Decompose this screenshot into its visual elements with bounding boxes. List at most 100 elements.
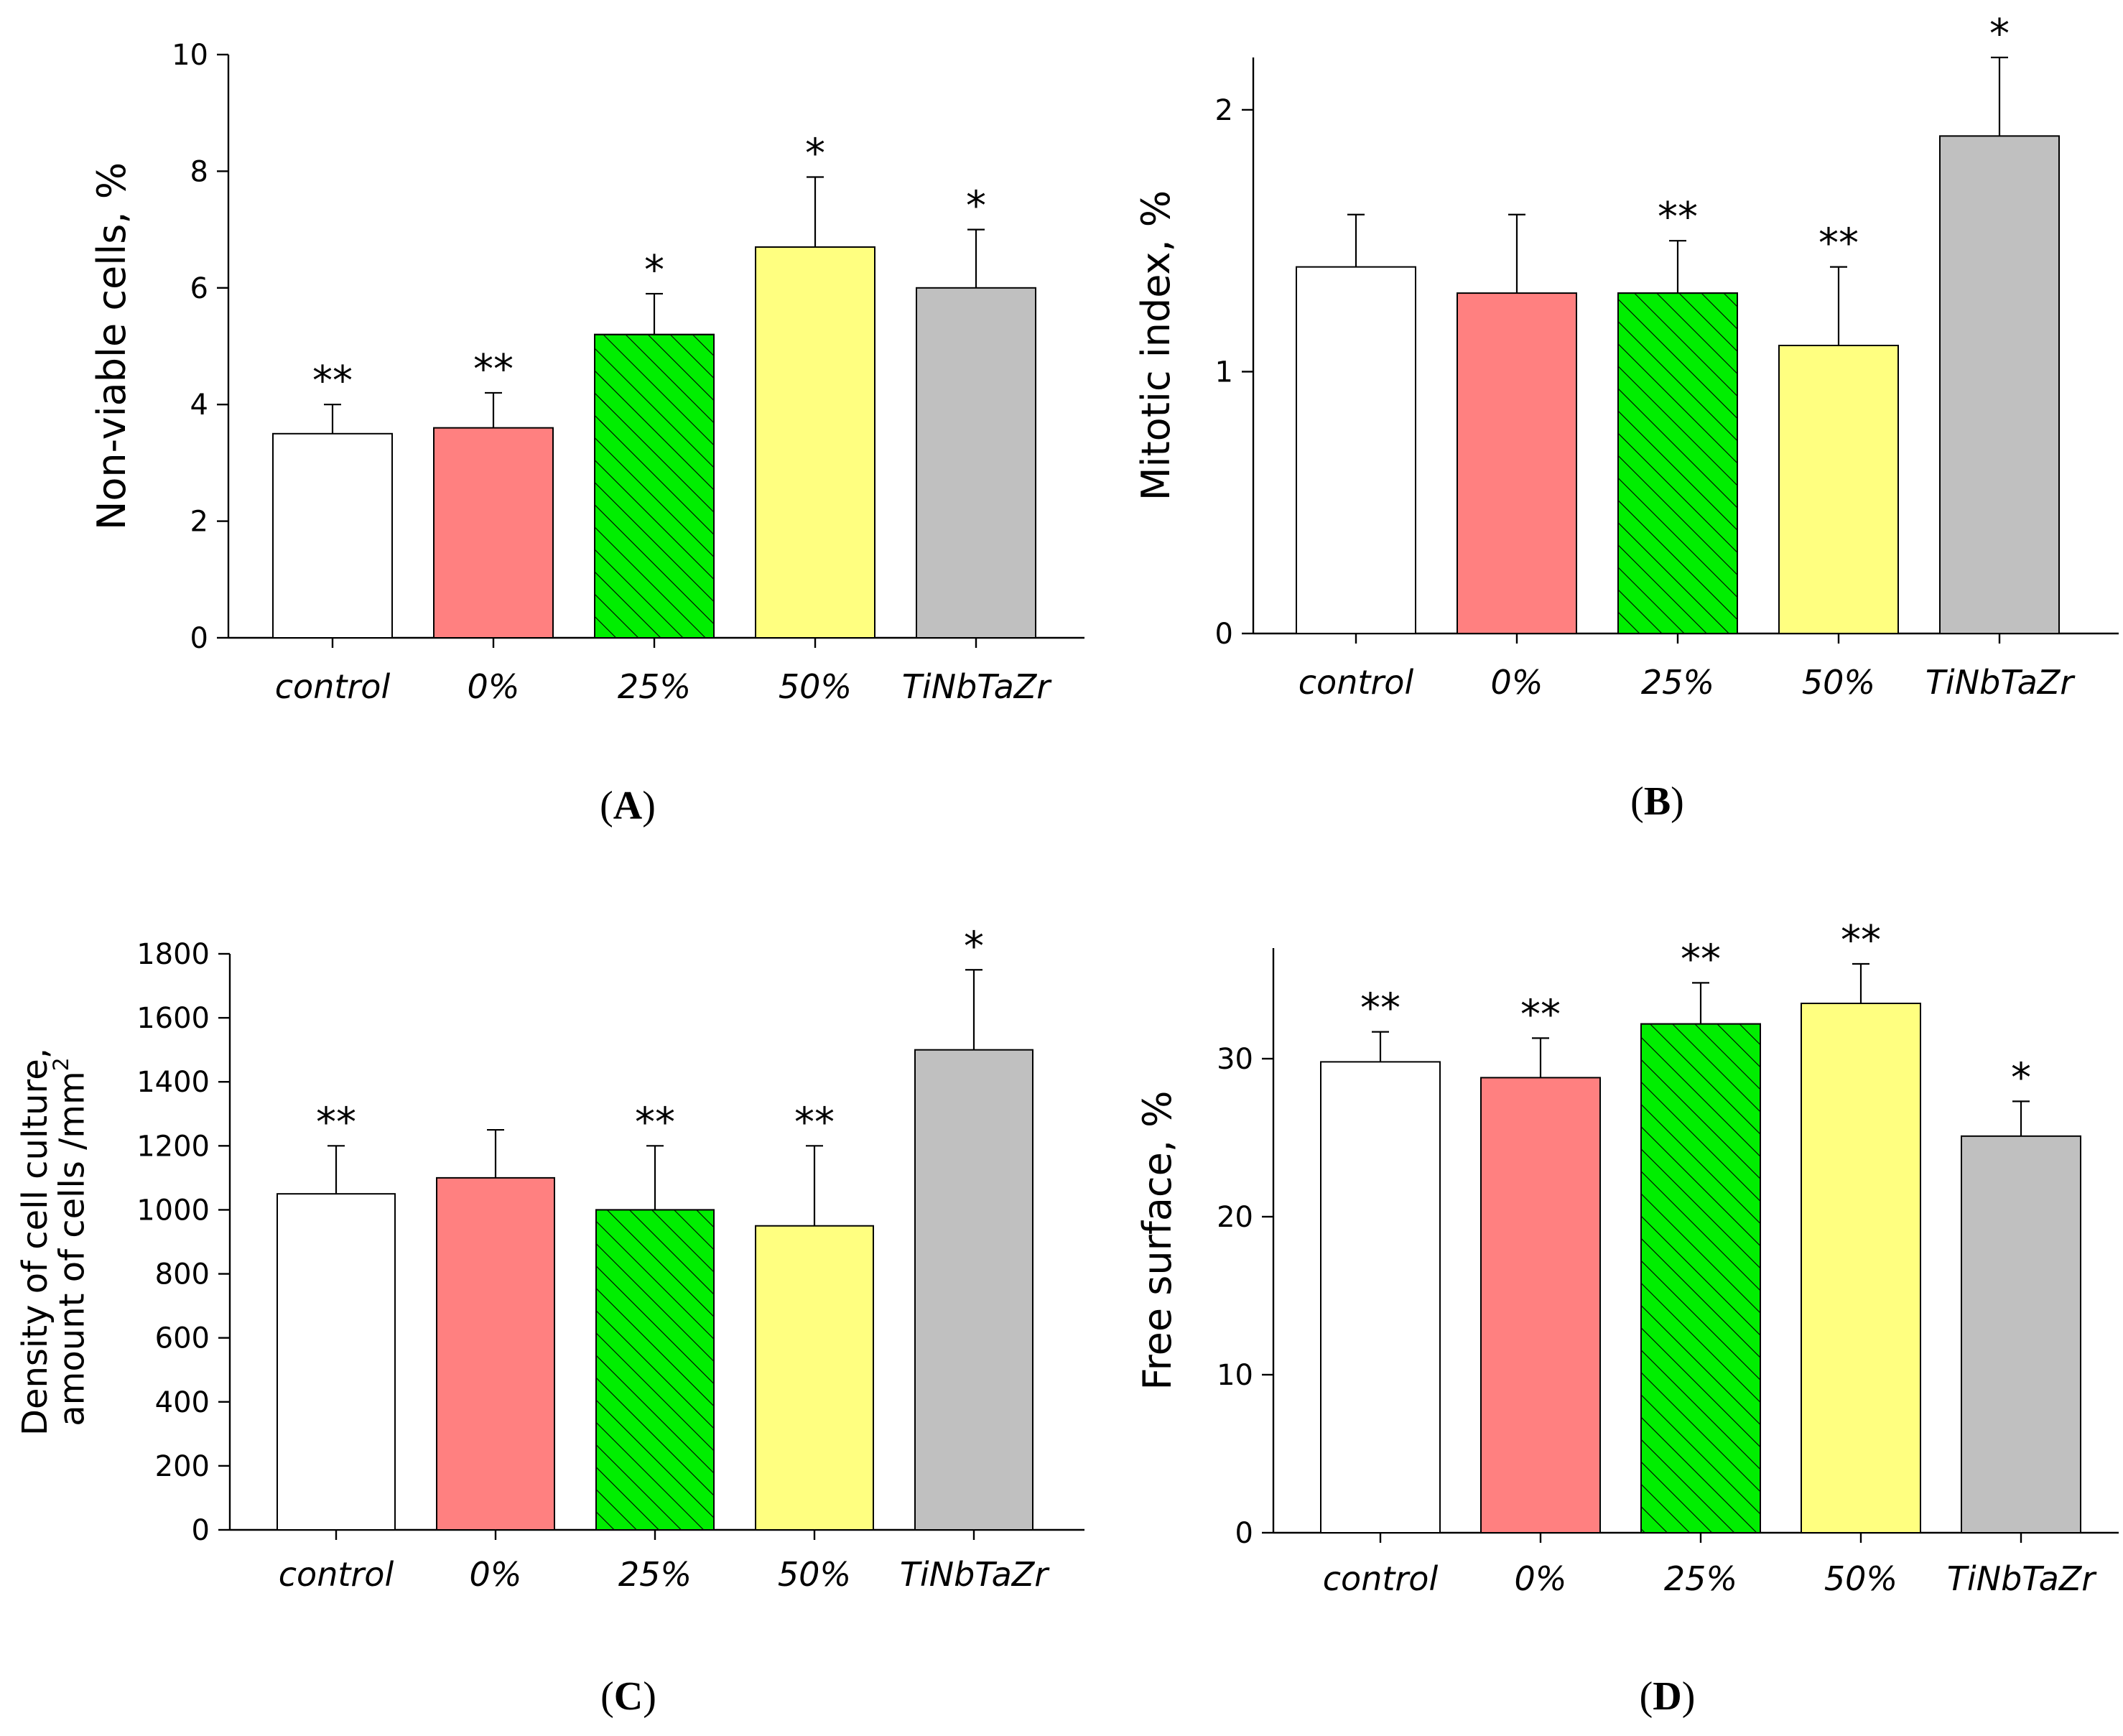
significance-marker: * — [964, 923, 984, 970]
x-category-label: control — [275, 667, 391, 706]
significance-marker: ** — [1681, 936, 1721, 983]
panel-label-close-paren: ) — [1682, 1674, 1696, 1719]
bar-tinbtazr — [916, 287, 1036, 639]
bar-tinbtazr — [914, 1049, 1033, 1531]
chart-panel-d: 0 10 20 30 control ** 0% ** 25% ** 50% ** TiNbTaZr * F… — [1135, 917, 2119, 1719]
panel-label-letter: A — [613, 784, 643, 828]
y-tick-label: 1600 — [136, 1002, 210, 1035]
chart-panel-c: 0 200 400 600 800 1000 1200 1400 1600 1800 control… — [15, 923, 1084, 1719]
x-category-label: 0% — [1515, 1559, 1567, 1598]
y-axis-title: Mitotic index, % — [1133, 190, 1179, 501]
x-category-label: 50% — [1824, 1559, 1897, 1598]
x-category-label: 50% — [778, 1555, 851, 1594]
significance-marker: ** — [794, 1099, 835, 1146]
y-tick-label: 200 — [155, 1450, 210, 1483]
panel-label-open-paren: ( — [1630, 779, 1644, 824]
bar-0pct — [1480, 1077, 1601, 1533]
y-tick-label: 6 — [190, 272, 208, 305]
bar-0pct — [1457, 292, 1577, 634]
panel-label: (B) — [1630, 779, 1684, 824]
significance-marker: ** — [1520, 991, 1561, 1038]
y-tick-label: 10 — [172, 39, 208, 72]
y-tick-label: 0 — [192, 1514, 210, 1547]
x-category-label: 25% — [1641, 663, 1714, 702]
y-tick-label: 1200 — [136, 1130, 210, 1163]
y-tick-label: 1400 — [136, 1066, 210, 1099]
bar-tinbtazr — [1961, 1135, 2081, 1534]
bar-0pct — [433, 427, 554, 639]
y-tick-label: 0 — [1215, 618, 1233, 651]
y-tick-label: 2 — [190, 506, 208, 539]
y-tick-label: 10 — [1217, 1359, 1253, 1392]
x-category-label: 50% — [779, 667, 852, 706]
panel-label-open-paren: ( — [1640, 1674, 1653, 1719]
panel-label: (C) — [600, 1674, 656, 1719]
y-axis-title: Density of cell culture,amount of cells … — [15, 1048, 93, 1436]
significance-marker: ** — [1818, 221, 1859, 267]
y-axis-title: Free surface, % — [1135, 1091, 1180, 1391]
significance-marker: * — [966, 183, 986, 230]
x-category-label: 0% — [1491, 663, 1543, 702]
y-tick-label: 8 — [190, 155, 208, 188]
y-tick-label: 600 — [155, 1322, 210, 1355]
significance-marker: ** — [1841, 917, 1881, 964]
x-category-label: TiNbTaZr — [1925, 663, 2076, 702]
panel-label: (A) — [600, 784, 656, 828]
x-category-label: 25% — [618, 667, 691, 706]
y-tick-label: 1800 — [136, 938, 210, 971]
y-tick-label: 1000 — [136, 1194, 210, 1227]
panel-label-close-paren: ) — [642, 784, 656, 828]
y-axis-title: Non-viable cells, % — [89, 162, 134, 530]
x-category-label: control — [1323, 1559, 1439, 1598]
y-tick-label: 1 — [1215, 356, 1233, 389]
x-category-label: control — [279, 1555, 394, 1594]
y-tick-label: 2 — [1215, 94, 1233, 127]
bar-50pct — [1801, 1003, 1921, 1533]
x-category-label: 0% — [468, 667, 520, 706]
y-tick-label: 400 — [155, 1386, 210, 1419]
significance-marker: ** — [312, 358, 353, 404]
panel-label-letter: D — [1653, 1674, 1681, 1719]
bar-control — [1320, 1061, 1441, 1533]
bar-0pct — [436, 1176, 555, 1531]
panel-label-close-paren: ) — [643, 1674, 656, 1719]
x-category-label: 50% — [1802, 663, 1875, 702]
panel-label-letter: C — [614, 1674, 643, 1719]
significance-marker: ** — [1360, 985, 1400, 1032]
y-axis-title-superscript: 2 — [49, 1057, 74, 1071]
y-axis-title-line: amount of cells /mm — [52, 1071, 93, 1426]
y-tick-label: 800 — [155, 1258, 210, 1291]
y-tick-label: 30 — [1217, 1043, 1253, 1076]
significance-marker: * — [644, 247, 664, 294]
y-tick-label: 0 — [1235, 1517, 1253, 1550]
x-category-label: TiNbTaZr — [902, 667, 1052, 706]
significance-marker: ** — [1658, 194, 1698, 241]
chart-panel-a: 0 2 4 6 8 10 control ** 0% ** 25% * 50% * TiNbTaZr * Non… — [89, 39, 1084, 828]
bar-hatch-overlay — [1617, 292, 1738, 634]
significance-marker: ** — [473, 346, 514, 393]
chart-panel-b: 0 1 2 control 0% 25% ** 50% ** TiNbTaZr * Mitotic i… — [1133, 11, 2119, 824]
x-category-label: TiNbTaZr — [1947, 1559, 2097, 1598]
bar-control — [1296, 266, 1416, 634]
y-tick-label: 20 — [1217, 1201, 1253, 1234]
bar-control — [272, 432, 393, 639]
x-category-label: TiNbTaZr — [900, 1555, 1050, 1594]
significance-marker: ** — [316, 1099, 356, 1146]
significance-marker: * — [2011, 1054, 2031, 1101]
significance-marker: ** — [635, 1099, 675, 1146]
significance-marker: * — [805, 131, 825, 177]
panel-label-open-paren: ( — [600, 784, 613, 828]
bar-50pct — [755, 1225, 874, 1531]
y-tick-label: 4 — [190, 389, 208, 422]
x-category-label: 0% — [470, 1555, 522, 1594]
bar-hatch-overlay — [594, 333, 715, 639]
x-category-label: 25% — [618, 1555, 692, 1594]
panel-label-open-paren: ( — [600, 1674, 614, 1719]
bar-hatch-overlay — [1640, 1023, 1761, 1533]
panel-label-letter: B — [1644, 779, 1671, 824]
x-category-label: control — [1299, 663, 1414, 702]
panel-label: (D) — [1640, 1674, 1696, 1719]
y-axis-title-line: Density of cell culture, — [15, 1048, 55, 1436]
